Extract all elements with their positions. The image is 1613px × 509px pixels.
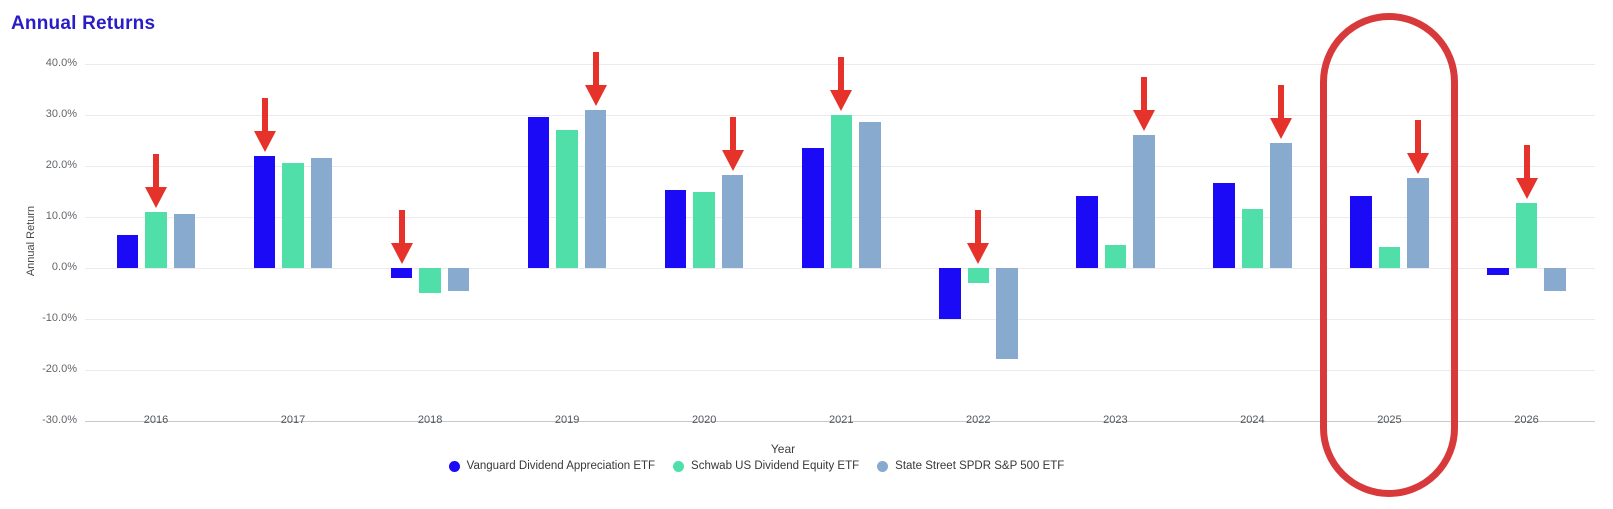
down-arrow-glyph — [1406, 119, 1429, 174]
bar[interactable] — [1407, 177, 1429, 268]
bar[interactable] — [802, 147, 824, 268]
bar[interactable] — [527, 117, 550, 268]
legend-label: State Street SPDR S&P 500 ETF — [895, 460, 1065, 472]
down-arrow-icon — [966, 209, 990, 264]
x-tick-label: 2023 — [1103, 414, 1128, 426]
bar[interactable] — [253, 155, 276, 268]
bar[interactable] — [116, 234, 139, 268]
y-tick-label: -10.0% — [42, 312, 77, 325]
down-arrow-glyph — [1515, 145, 1538, 200]
down-arrow-glyph — [721, 116, 744, 171]
down-arrow-icon — [144, 153, 168, 208]
down-arrow-icon — [1406, 119, 1430, 174]
highlight-ring — [1320, 13, 1459, 497]
x-axis-title: Year — [770, 442, 796, 456]
chart-title: Annual Returns — [11, 13, 156, 34]
x-tick-label: 2019 — [554, 414, 580, 426]
legend-marker-icon — [877, 460, 889, 472]
gridline — [85, 318, 1595, 320]
legend-item: State Street SPDR S&P 500 ETF — [877, 460, 1064, 472]
x-tick-label: 2025 — [1377, 414, 1402, 426]
down-arrow-icon — [1269, 84, 1293, 139]
down-arrow-glyph — [253, 97, 276, 152]
x-tick-label: 2016 — [143, 414, 169, 426]
bar[interactable] — [693, 192, 715, 268]
x-tick-label: 2026 — [1514, 414, 1539, 426]
bar[interactable] — [1270, 142, 1292, 268]
y-tick-label: 40.0% — [45, 57, 77, 70]
down-arrow-glyph — [584, 51, 607, 106]
bar[interactable] — [173, 214, 196, 268]
bar[interactable] — [967, 267, 990, 283]
bar[interactable] — [1133, 135, 1155, 268]
bar[interactable] — [1104, 244, 1127, 268]
bar[interactable] — [1378, 247, 1401, 268]
bar[interactable] — [584, 109, 607, 268]
bar[interactable] — [1241, 209, 1264, 268]
y-tick-label: -20.0% — [42, 363, 77, 376]
y-tick-label: 30.0% — [45, 108, 77, 121]
bar[interactable] — [1487, 267, 1509, 276]
bar[interactable] — [556, 130, 578, 268]
down-arrow-icon — [829, 56, 853, 111]
gridline — [85, 267, 1595, 269]
down-arrow-icon — [1515, 145, 1539, 200]
y-tick-label: 10.0% — [45, 210, 77, 223]
down-arrow-icon — [1132, 77, 1156, 132]
legend-marker-icon — [673, 460, 685, 472]
down-arrow-glyph — [967, 209, 990, 264]
bar[interactable] — [419, 267, 441, 294]
down-arrow-glyph — [830, 56, 853, 111]
bar[interactable] — [1350, 196, 1372, 268]
bar[interactable] — [830, 114, 852, 268]
down-arrow-icon — [584, 51, 608, 106]
bar[interactable] — [1076, 196, 1098, 268]
bar[interactable] — [1544, 267, 1566, 291]
bar[interactable] — [859, 122, 881, 268]
legend-marker-icon — [448, 460, 460, 472]
bar[interactable] — [310, 158, 333, 268]
y-tick-label: -30.0% — [42, 414, 77, 427]
bar[interactable] — [664, 190, 687, 268]
bar[interactable] — [939, 267, 961, 319]
legend-label: Schwab US Dividend Equity ETF — [691, 460, 860, 472]
down-arrow-glyph — [390, 209, 413, 264]
down-arrow-glyph — [1132, 77, 1155, 132]
down-arrow-glyph — [1269, 84, 1292, 139]
x-tick-label: 2020 — [691, 414, 717, 426]
y-tick-label: 0.0% — [51, 261, 77, 274]
bar[interactable] — [1515, 203, 1538, 268]
x-tick-label: 2024 — [1240, 414, 1265, 426]
legend-item: Schwab US Dividend Equity ETF — [673, 460, 859, 472]
bar[interactable] — [996, 267, 1018, 360]
bar[interactable] — [447, 267, 470, 291]
gridline — [85, 369, 1595, 371]
bar[interactable] — [390, 267, 413, 278]
down-arrow-icon — [390, 209, 414, 264]
x-tick-label: 2018 — [417, 414, 443, 426]
y-tick-label: 20.0% — [45, 159, 77, 172]
bar[interactable] — [282, 163, 304, 268]
down-arrow-icon — [721, 116, 745, 171]
down-arrow-glyph — [145, 153, 167, 208]
legend-label: Vanguard Dividend Appreciation ETF — [466, 460, 656, 472]
x-tick-label: 2017 — [280, 414, 306, 426]
x-axis-baseline — [85, 420, 1595, 422]
bar[interactable] — [721, 174, 744, 268]
x-tick-label: 2022 — [966, 414, 991, 426]
bar[interactable] — [1213, 182, 1235, 268]
legend-item: Vanguard Dividend Appreciation ETF — [448, 460, 656, 472]
legend: Vanguard Dividend Appreciation ETF Schwab… — [0, 458, 1513, 474]
down-arrow-icon — [253, 97, 277, 152]
bar[interactable] — [145, 211, 167, 268]
x-tick-label: 2021 — [829, 414, 854, 426]
